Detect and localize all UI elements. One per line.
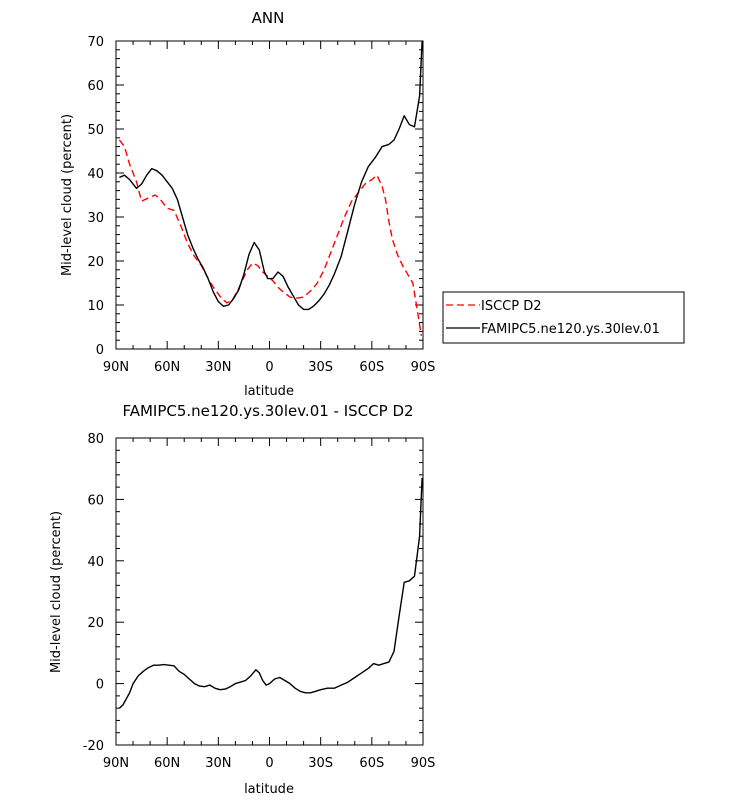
bottom-chart-xlabel: latitude xyxy=(244,782,294,797)
top-xtick-label: 30S xyxy=(308,360,333,375)
bottom-xtick-label: 0 xyxy=(265,756,273,771)
top-xtick-label: 30N xyxy=(205,360,231,375)
top-xtick-label: 90N xyxy=(103,360,129,375)
top-chart-frame xyxy=(115,40,424,350)
top-chart-ylabel: Mid-level cloud (percent) xyxy=(60,114,75,276)
bottom-ytick-label: 0 xyxy=(96,678,104,693)
bottom-xtick-label: 30N xyxy=(205,756,231,771)
top-chart-title: ANN xyxy=(252,9,285,27)
top-chart: ANN 90N 60N 30N 0 30S 60S 90S 0 10 20 30 40 50 60 70 l… xyxy=(60,9,685,399)
top-xtick-label: 60S xyxy=(359,360,384,375)
bottom-chart-frame xyxy=(115,437,424,746)
top-ytick-label: 40 xyxy=(87,167,104,182)
top-series-line-0 xyxy=(118,139,422,336)
top-xtick-label: 60N xyxy=(154,360,180,375)
bottom-xtick-label: 60N xyxy=(154,756,180,771)
bottom-chart: FAMIPC5.ne120.ys.30lev.01 - ISCCP D2 90N… xyxy=(49,402,435,797)
bottom-ytick-label: 80 xyxy=(87,432,104,447)
top-ytick-label: 20 xyxy=(87,255,104,270)
top-ytick-label: 50 xyxy=(87,123,104,138)
top-ytick-label: 0 xyxy=(96,343,104,358)
top-ytick-label: 30 xyxy=(87,211,104,226)
top-chart-xlabel: latitude xyxy=(244,384,294,399)
bottom-ytick-label: 40 xyxy=(87,555,104,570)
bottom-xtick-label: 90S xyxy=(411,756,436,771)
legend-label-famipc5: FAMIPC5.ne120.ys.30lev.01 xyxy=(481,322,660,337)
bottom-ytick-label: 20 xyxy=(87,616,104,631)
bottom-xtick-label: 30S xyxy=(308,756,333,771)
top-series-line-1 xyxy=(119,40,423,311)
top-xtick-label: 0 xyxy=(265,360,273,375)
bottom-xtick-label: 60S xyxy=(359,756,384,771)
top-ytick-label: 70 xyxy=(87,35,104,50)
legend: ISCCP D2 FAMIPC5.ne120.ys.30lev.01 xyxy=(442,291,685,344)
bottom-chart-title: FAMIPC5.ne120.ys.30lev.01 - ISCCP D2 xyxy=(122,402,413,420)
bottom-chart-ylabel: Mid-level cloud (percent) xyxy=(49,511,64,673)
bottom-xtick-label: 90N xyxy=(103,756,129,771)
legend-label-isccp: ISCCP D2 xyxy=(481,299,542,314)
legend-box xyxy=(442,291,685,344)
bottom-series-line-0 xyxy=(118,477,423,709)
top-xtick-label: 90S xyxy=(411,360,436,375)
bottom-ytick-label: -20 xyxy=(83,739,104,754)
top-ytick-label: 10 xyxy=(87,299,104,314)
bottom-ytick-label: 60 xyxy=(87,493,104,508)
top-ytick-label: 60 xyxy=(87,79,104,94)
